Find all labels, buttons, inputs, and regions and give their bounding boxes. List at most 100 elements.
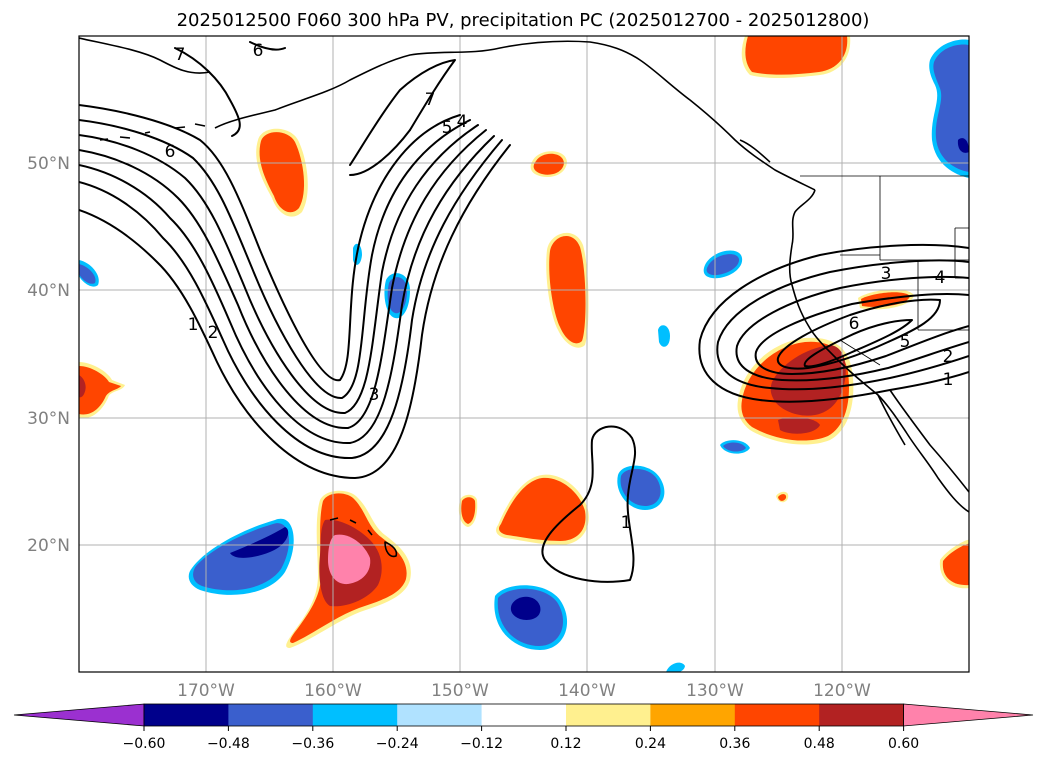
lat-label: 20°N: [27, 536, 70, 556]
pv-contour: [541, 425, 637, 583]
colorbar-extension-low: [13, 703, 145, 727]
pv-contour: [79, 124, 479, 415]
colorbar-bin: [481, 704, 567, 726]
pv-contour: [79, 135, 495, 445]
precip-positive-area: [79, 366, 121, 415]
pv-contour: [349, 129, 411, 176]
contour-label: 2: [208, 323, 219, 343]
west-coast-usa: [788, 244, 969, 513]
colorbar-bin: [312, 704, 398, 726]
contour-label: 5: [442, 118, 453, 138]
lon-label: 130°W: [686, 681, 744, 701]
hawaii-islands: [329, 517, 398, 558]
pv-contour: [174, 47, 241, 137]
contour-label: 4: [457, 112, 468, 132]
precip-positive-area: [778, 417, 820, 434]
colorbar-tick-label: 0.60: [888, 736, 919, 752]
precip-positive-area: [499, 477, 586, 541]
contour-label: 4: [935, 268, 946, 288]
colorbar-tick-label: −0.36: [291, 736, 334, 752]
vancouver-island: [739, 139, 771, 163]
colorbar: −0.60 −0.48 −0.36 −0.24 −0.12 0.12 0.24 0.36 0.4…: [13, 703, 1034, 752]
precip-positive-area: [461, 497, 476, 524]
precip-negative-area: [666, 662, 685, 672]
colorbar-tick-label: 0.12: [550, 736, 581, 752]
contour-label: 3: [369, 385, 380, 405]
precipitation-shading: [79, 36, 969, 672]
colorbar-bin: [144, 704, 229, 726]
precip-positive-area: [533, 153, 564, 175]
contour-label: 3: [881, 264, 892, 284]
colorbar-bin: [566, 704, 651, 726]
baja-california: [877, 394, 906, 446]
contour-label: 5: [900, 332, 911, 352]
lat-label: 50°N: [27, 154, 70, 174]
precip-negative-area: [79, 264, 96, 284]
precip-negative-area: [510, 596, 541, 620]
canada-coastline: [791, 189, 816, 246]
map-title: 2025012500 F060 300 hPa PV, precipitatio…: [177, 10, 870, 31]
lat-label: 30°N: [27, 409, 70, 429]
pv-contour: [716, 259, 969, 391]
pv-contour: [754, 293, 969, 375]
colorbar-tick-label: 0.36: [719, 736, 750, 752]
contour-label: 6: [253, 41, 264, 61]
contour-label: 2: [943, 347, 954, 367]
precip-positive-area: [259, 132, 305, 213]
alaska-coastline: [79, 37, 816, 191]
graticule: [79, 36, 969, 672]
colorbar-tick-label: 0.24: [635, 736, 666, 752]
lat-label: 40°N: [27, 281, 70, 301]
contour-label: 6: [849, 314, 860, 334]
contour-label: 6: [165, 142, 176, 162]
contour-label: 7: [175, 45, 186, 65]
pv-contour: [735, 275, 969, 382]
precip-positive-area: [328, 534, 371, 585]
colorbar-bin: [228, 704, 314, 726]
pv-contour-labels: 7 6 6 5 4 7 1 2 3 1 3 4 6 5 2 1: [165, 41, 954, 533]
colorbar-tick-label: −0.48: [207, 736, 250, 752]
map-frame: [78, 35, 970, 673]
latitude-labels: 50°N 40°N 30°N 20°N: [27, 154, 70, 556]
pv-contour: [79, 129, 487, 430]
pv-contour: [698, 243, 969, 403]
lon-label: 120°W: [813, 681, 871, 701]
colorbar-tick-label: 0.48: [804, 736, 835, 752]
precip-negative-area: [723, 442, 746, 452]
gulf-of-california: [889, 389, 969, 493]
lon-label: 160°W: [304, 681, 362, 701]
pv-contour: [79, 104, 461, 382]
pv-contour: [776, 298, 941, 370]
precip-positive-area: [745, 36, 848, 75]
map-area: 7 6 6 5 4 7 1 2 3 1 3 4 6 5 2 1: [79, 36, 969, 672]
pv-contour: [79, 119, 471, 400]
colorbar-frame: [143, 703, 904, 727]
precip-negative-area: [230, 527, 289, 558]
lon-label: 170°W: [177, 681, 235, 701]
precip-positive-area: [778, 494, 787, 501]
precip-positive-area: [942, 543, 969, 586]
colorbar-tick-label: −0.24: [376, 736, 419, 752]
pv-contour: [79, 139, 503, 460]
colorbar-tick-label: −0.12: [460, 736, 503, 752]
contour-label: 1: [943, 370, 954, 390]
colorbar-bin: [397, 704, 483, 726]
lon-label: 140°W: [558, 681, 616, 701]
precip-negative-area: [658, 325, 670, 347]
pv-contour: [349, 59, 456, 166]
contour-label: 1: [188, 315, 199, 335]
longitude-labels: 170°W 160°W 150°W 140°W 130°W 120°W: [177, 681, 871, 701]
colorbar-bin: [819, 704, 905, 726]
precip-positive-area: [79, 375, 86, 398]
colorbar-tick-label: −0.60: [123, 736, 166, 752]
colorbar-bin: [734, 704, 820, 726]
contour-label: 7: [425, 90, 436, 110]
colorbar-bin: [650, 704, 736, 726]
colorbar-extension-high: [903, 703, 1034, 727]
precip-negative-area: [957, 138, 969, 153]
pv-contour: [79, 144, 511, 479]
contour-label: 1: [621, 513, 632, 533]
pv-contour: [249, 41, 286, 51]
pv-contours: [79, 41, 969, 583]
